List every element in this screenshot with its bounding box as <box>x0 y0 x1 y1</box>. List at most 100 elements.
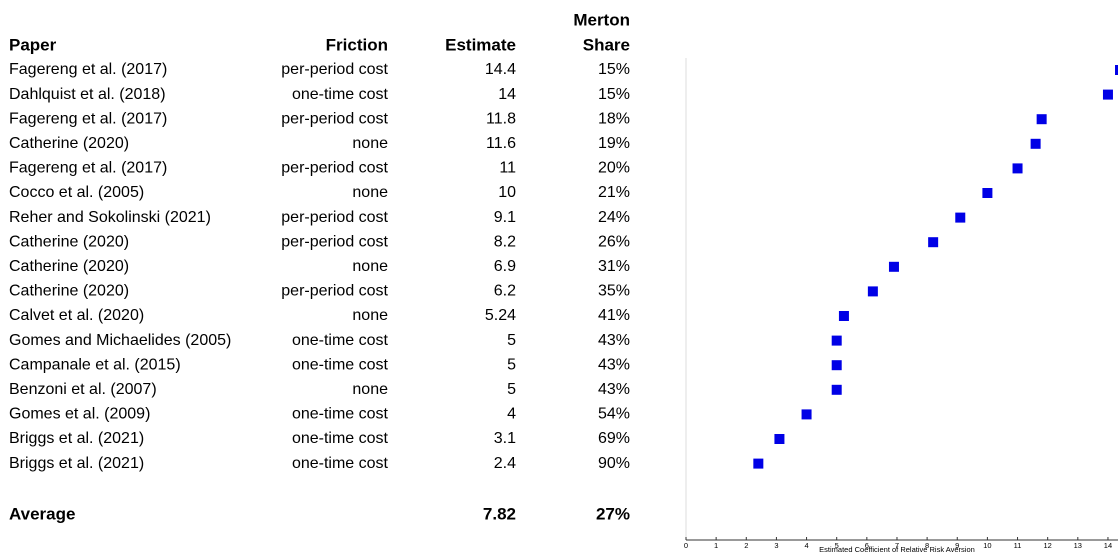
friction: per-period cost <box>281 110 388 127</box>
friction: per-period cost <box>281 233 388 250</box>
point <box>1012 163 1023 174</box>
share: 21% <box>598 184 630 201</box>
estimate: 11 <box>499 160 516 177</box>
x-tick-label: 11 <box>1014 541 1022 550</box>
estimate: 2.4 <box>494 455 516 472</box>
estimate: 5 <box>507 332 516 349</box>
x-tick-label: 8 <box>925 541 929 550</box>
friction: one-time cost <box>292 455 389 472</box>
estimate: 4 <box>507 406 516 423</box>
x-tick-label: 4 <box>804 541 808 550</box>
point <box>1115 65 1118 75</box>
friction: per-period cost <box>281 61 388 78</box>
estimate: 6.9 <box>494 258 516 275</box>
share: 19% <box>598 135 630 152</box>
paper: Catherine (2020) <box>9 135 129 152</box>
point <box>1102 89 1113 100</box>
paper: Benzoni et al. (2007) <box>9 381 157 398</box>
header: Friction <box>326 35 388 54</box>
x-tick-label: 14 <box>1104 541 1112 550</box>
paper: Catherine (2020) <box>9 258 129 275</box>
share: 26% <box>598 233 630 250</box>
share: 35% <box>598 283 630 300</box>
share: 18% <box>598 110 630 127</box>
paper: Reher and Sokolinski (2021) <box>9 209 211 226</box>
paper: Fagereng et al. (2017) <box>9 110 167 127</box>
share: 69% <box>598 430 630 447</box>
point <box>955 212 966 223</box>
friction: one-time cost <box>292 86 389 103</box>
share: 54% <box>598 406 630 423</box>
estimate: 14 <box>498 86 516 103</box>
point <box>831 335 842 346</box>
estimate: 14.4 <box>485 61 516 78</box>
point <box>1036 114 1047 125</box>
friction: none <box>352 135 388 152</box>
x-tick-label: 9 <box>955 541 959 550</box>
point <box>774 434 785 444</box>
friction: none <box>352 184 388 201</box>
point <box>888 261 899 272</box>
x-tick-label: 0 <box>684 541 688 550</box>
share: 41% <box>598 307 630 324</box>
x-tick-label: 10 <box>983 541 991 550</box>
x-tick-label: 6 <box>865 541 869 550</box>
share: 20% <box>598 160 630 177</box>
point <box>982 188 993 198</box>
friction: one-time cost <box>292 356 389 373</box>
estimate: 5.24 <box>485 307 516 324</box>
point <box>831 360 842 371</box>
x-tick-label: 1 <box>714 541 718 550</box>
estimate: 6.2 <box>494 283 516 300</box>
share: 90% <box>598 455 630 472</box>
friction: one-time cost <box>292 406 389 423</box>
share: 15% <box>598 61 630 78</box>
paper: Gomes et al. (2009) <box>9 406 150 423</box>
point <box>753 458 764 469</box>
point <box>838 311 849 321</box>
x-tick-label: 5 <box>835 541 839 550</box>
paper: Briggs et al. (2021) <box>9 430 144 447</box>
paper: Dahlquist et al. (2018) <box>9 86 166 103</box>
estimate: 9.1 <box>494 209 516 226</box>
estimate: 11.8 <box>486 110 516 127</box>
average-estimate: 7.82 <box>483 504 516 523</box>
paper: Fagereng et al. (2017) <box>9 160 167 177</box>
header: Share <box>583 35 630 54</box>
paper: Calvet et al. (2020) <box>9 307 144 324</box>
friction: none <box>352 258 388 275</box>
paper: Catherine (2020) <box>9 233 129 250</box>
point <box>867 286 878 297</box>
estimate: 5 <box>507 381 516 398</box>
friction: one-time cost <box>292 430 389 447</box>
friction: per-period cost <box>281 283 388 300</box>
friction: none <box>352 307 388 324</box>
x-tick-label: 2 <box>744 541 748 550</box>
friction: per-period cost <box>281 160 388 177</box>
point <box>831 384 842 395</box>
paper: Gomes and Michaelides (2005) <box>9 332 231 349</box>
header: Estimate <box>445 35 516 54</box>
paper: Cocco et al. (2005) <box>9 184 144 201</box>
friction: per-period cost <box>281 209 388 226</box>
header: Merton <box>573 10 630 29</box>
x-tick-label: 12 <box>1044 541 1052 550</box>
x-axis-label: Estimated Coefficient of Relative Risk A… <box>819 545 975 554</box>
estimate: 5 <box>507 356 516 373</box>
estimate: 8.2 <box>494 233 516 250</box>
share: 24% <box>598 209 630 226</box>
paper: Campanale et al. (2015) <box>9 356 181 373</box>
paper: Fagereng et al. (2017) <box>9 61 167 78</box>
estimate: 10 <box>498 184 516 201</box>
x-tick-label: 13 <box>1074 541 1082 550</box>
friction: none <box>352 381 388 398</box>
share: 31% <box>598 258 630 275</box>
estimate: 11.6 <box>486 135 516 152</box>
header: Paper <box>9 35 57 54</box>
share: 43% <box>598 356 630 373</box>
paper: Briggs et al. (2021) <box>9 455 144 472</box>
average-label: Average <box>9 504 75 523</box>
friction: one-time cost <box>292 332 389 349</box>
x-tick-label: 3 <box>774 541 778 550</box>
estimate: 3.1 <box>494 430 516 447</box>
